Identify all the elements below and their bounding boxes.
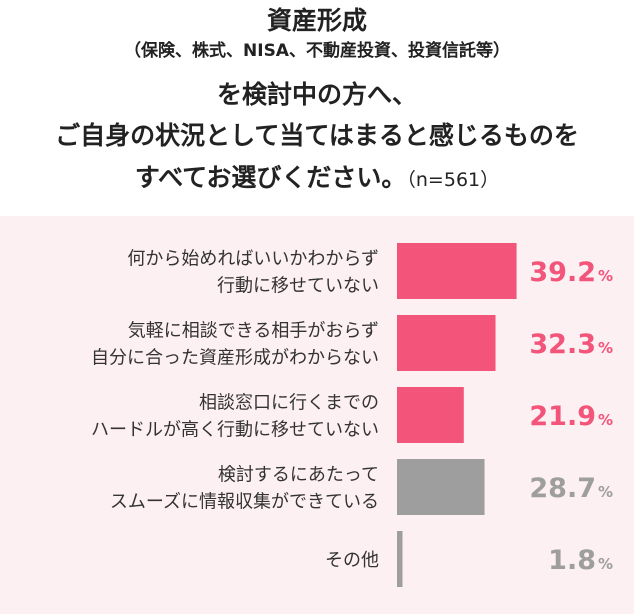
bar-1	[397, 243, 517, 299]
category-label-1-1: 何から始めればいいかわからず	[127, 249, 379, 270]
chart-panel	[0, 216, 634, 614]
title-line-4: ご自身の状況として当てはまると感じるものを	[55, 121, 579, 150]
bar-5	[397, 531, 403, 587]
value-label-1: 39.2	[529, 257, 596, 288]
title-line-5-text: すべてお選びください。	[134, 163, 407, 192]
value-label-3: 21.9	[529, 401, 596, 432]
category-label-4-1: 検討するにあたって	[218, 465, 379, 486]
value-unit-3: %	[598, 411, 613, 429]
category-label-3-1: 相談窓口に行くまでの	[199, 393, 379, 414]
value-unit-2: %	[598, 339, 613, 357]
value-unit-4: %	[598, 483, 613, 501]
value-unit-1: %	[598, 267, 613, 285]
bar-2	[397, 315, 496, 371]
category-label-5-1: その他	[325, 550, 379, 571]
chart-header: 資産形成 （保険、株式、NISA、不動産投資、投資信託等） を検討中の方へ、 ご…	[0, 0, 634, 214]
bar-3	[397, 387, 464, 443]
category-label-2-1: 気軽に相談できる相手がおらず	[128, 321, 379, 342]
value-label-2: 32.3	[529, 329, 596, 360]
title-line-2: （保険、株式、NISA、不動産投資、投資信託等）	[124, 41, 510, 61]
title-line-1: 資産形成	[266, 6, 367, 35]
sample-size: （n=561）	[406, 169, 500, 191]
category-label-3-2: ハードルが高く行動に移せていない	[91, 420, 379, 441]
category-label-2-2: 自分に合った資産形成がわからない	[91, 348, 379, 369]
category-label-1-2: 行動に移せていない	[217, 276, 379, 297]
value-label-4: 28.7	[529, 473, 596, 504]
bar-4	[397, 459, 485, 515]
value-label-5: 1.8	[548, 545, 596, 576]
value-unit-5: %	[598, 555, 613, 573]
title-line-3: を検討中の方へ、	[216, 80, 417, 109]
title-line-5: すべてお選びください。（n=561）	[0, 163, 634, 195]
category-label-4-2: スムーズに情報収集ができている	[110, 492, 379, 513]
